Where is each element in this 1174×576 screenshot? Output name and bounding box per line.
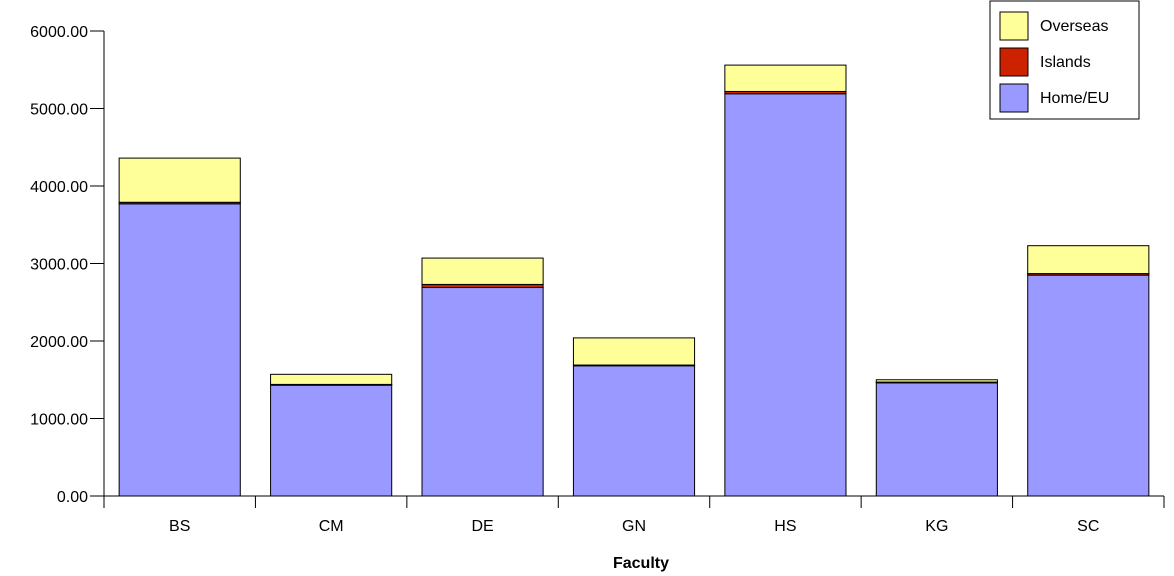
bar-de-home-eu <box>421 287 544 497</box>
y-tick-label: 2000.00 <box>30 334 88 351</box>
legend-swatch <box>999 47 1029 77</box>
y-axis: 0.00 1000.00 2000.00 3000.00 4000.00 5000.00 6… <box>30 24 105 506</box>
y-tick-label: 5000.00 <box>30 102 88 119</box>
bar-hs-home-eu <box>724 93 847 497</box>
bar-sc-overseas <box>1027 245 1150 275</box>
bar-bs-home-eu <box>118 203 241 497</box>
bar-kg-home-eu <box>875 382 998 497</box>
y-tick-label: 3000.00 <box>30 257 88 274</box>
y-tick-label: 0.00 <box>57 489 88 506</box>
bar-gn-overseas <box>572 337 696 366</box>
x-axis: BS CM DE GN HS KG SC <box>103 495 1165 535</box>
legend-label: Home/EU <box>1040 90 1109 107</box>
bar-sc-home-eu <box>1027 274 1150 497</box>
bars <box>118 64 1150 497</box>
legend-swatch <box>999 11 1029 41</box>
y-tick-label: 1000.00 <box>30 412 88 429</box>
x-tick-label: DE <box>471 518 493 535</box>
x-tick-label: BS <box>169 518 190 535</box>
bar-cm-overseas <box>270 373 393 385</box>
x-axis-title: Faculty <box>613 555 669 572</box>
bar-gn-home-eu <box>572 365 696 497</box>
x-tick-label: SC <box>1077 518 1099 535</box>
x-tick-label: CM <box>319 518 344 535</box>
bar-bs-overseas <box>118 157 241 203</box>
x-tick-label: KG <box>925 518 948 535</box>
legend-swatch <box>999 83 1029 113</box>
legend-label: Overseas <box>1040 18 1108 35</box>
bar-hs-overseas <box>724 64 847 92</box>
y-tick-label: 6000.00 <box>30 24 88 41</box>
y-tick-label: 4000.00 <box>30 179 88 196</box>
bar-de-overseas <box>421 257 544 285</box>
bar-cm-home-eu <box>270 384 393 497</box>
bar-kg-overseas <box>875 379 998 383</box>
legend: Overseas Islands Home/EU <box>989 0 1140 120</box>
x-tick-label: HS <box>774 518 796 535</box>
legend-label: Islands <box>1040 54 1091 71</box>
x-tick-label: GN <box>622 518 646 535</box>
